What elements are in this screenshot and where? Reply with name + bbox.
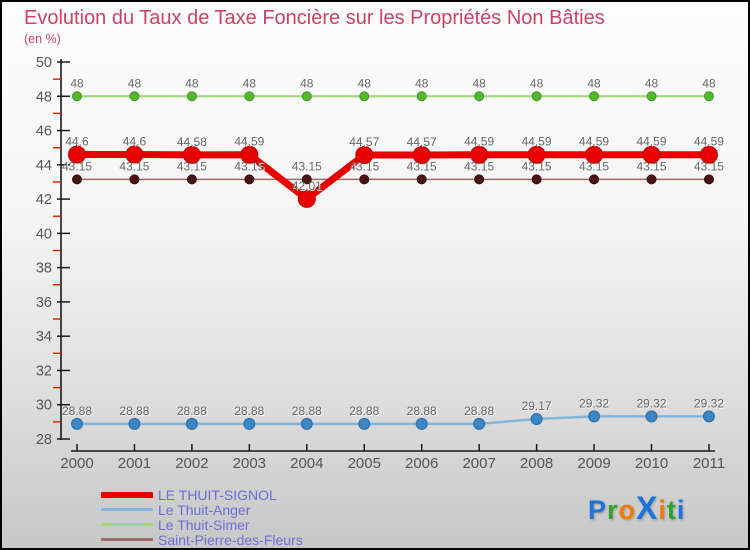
chart-subtitle: (en %): [24, 32, 61, 46]
svg-text:28: 28: [36, 432, 52, 448]
svg-text:44.57: 44.57: [349, 135, 379, 149]
svg-text:43.15: 43.15: [349, 159, 379, 173]
legend-item: Saint-Pierre-des-Fleurs: [101, 532, 303, 547]
legend-label: Le Thuit-Anger: [158, 501, 251, 518]
svg-text:44.6: 44.6: [65, 135, 89, 149]
svg-text:43.15: 43.15: [522, 159, 552, 173]
logo-letter: i: [676, 495, 686, 525]
svg-text:29.32: 29.32: [636, 396, 666, 410]
svg-text:38: 38: [36, 261, 52, 277]
logo-letter: o: [618, 495, 637, 525]
logo-letter: t: [666, 495, 677, 525]
svg-text:48: 48: [128, 76, 142, 90]
svg-text:43.15: 43.15: [292, 159, 322, 173]
svg-text:36: 36: [36, 295, 52, 311]
svg-text:43.15: 43.15: [234, 159, 264, 173]
svg-text:28.88: 28.88: [407, 404, 437, 418]
chart-title: Evolution du Taux de Taxe Foncière sur l…: [24, 7, 605, 29]
svg-text:43.15: 43.15: [636, 159, 666, 173]
legend-swatch-icon: [101, 508, 153, 511]
svg-text:40: 40: [36, 226, 52, 242]
svg-text:43.15: 43.15: [177, 159, 207, 173]
svg-text:44: 44: [36, 158, 52, 174]
svg-text:2007: 2007: [462, 455, 495, 472]
svg-text:2001: 2001: [118, 455, 151, 472]
legend-label: Saint-Pierre-des-Fleurs: [158, 531, 303, 548]
legend-swatch-icon: [101, 491, 153, 498]
legend-item: Le Thuit-Simer: [101, 517, 303, 532]
svg-text:48: 48: [702, 76, 716, 90]
svg-text:48: 48: [70, 76, 84, 90]
svg-text:28.88: 28.88: [62, 404, 92, 418]
proxiti-logo[interactable]: ProXiti: [588, 490, 685, 527]
svg-text:44.59: 44.59: [579, 135, 609, 149]
svg-text:28.88: 28.88: [234, 404, 264, 418]
svg-text:29.17: 29.17: [522, 399, 552, 413]
svg-text:44.6: 44.6: [123, 135, 147, 149]
svg-text:48: 48: [645, 76, 659, 90]
svg-text:48: 48: [185, 76, 199, 90]
svg-text:42.01: 42.01: [292, 179, 322, 193]
svg-text:43.15: 43.15: [694, 159, 724, 173]
svg-text:48: 48: [358, 76, 372, 90]
legend-item: LE THUIT-SIGNOL: [101, 487, 303, 502]
svg-text:44.58: 44.58: [177, 135, 207, 149]
svg-text:44.59: 44.59: [636, 135, 666, 149]
legend-swatch-icon: [101, 523, 153, 526]
svg-text:43.15: 43.15: [119, 159, 149, 173]
svg-text:2011: 2011: [693, 455, 725, 472]
svg-text:43.15: 43.15: [579, 159, 609, 173]
svg-text:2010: 2010: [635, 455, 668, 472]
svg-text:34: 34: [36, 329, 52, 345]
svg-text:28.88: 28.88: [292, 404, 322, 418]
logo-letter: i: [658, 495, 667, 525]
svg-text:48: 48: [472, 76, 486, 90]
svg-text:2004: 2004: [290, 455, 323, 472]
svg-text:48: 48: [530, 76, 544, 90]
svg-text:28.88: 28.88: [119, 404, 149, 418]
svg-text:48: 48: [415, 76, 429, 90]
svg-text:48: 48: [243, 76, 257, 90]
svg-text:44.59: 44.59: [234, 135, 264, 149]
logo-letter: r: [607, 495, 619, 525]
svg-text:44.59: 44.59: [522, 135, 552, 149]
svg-text:2009: 2009: [577, 455, 610, 472]
svg-text:32: 32: [36, 363, 52, 379]
svg-text:48: 48: [300, 76, 314, 90]
legend-label: LE THUIT-SIGNOL: [158, 486, 277, 503]
legend: LE THUIT-SIGNOL Le Thuit-Anger Le Thuit-Si…: [101, 487, 303, 547]
svg-text:50: 50: [36, 55, 52, 71]
legend-swatch-icon: [101, 538, 153, 541]
svg-text:43.15: 43.15: [407, 159, 437, 173]
logo-letter: P: [588, 495, 608, 525]
svg-text:28.88: 28.88: [177, 404, 207, 418]
svg-text:42: 42: [36, 192, 52, 208]
logo-letter: X: [636, 490, 659, 526]
svg-text:43.15: 43.15: [464, 159, 494, 173]
svg-text:29.32: 29.32: [579, 396, 609, 410]
svg-text:28.88: 28.88: [464, 404, 494, 418]
svg-text:46: 46: [36, 124, 52, 140]
legend-item: Le Thuit-Anger: [101, 502, 303, 517]
svg-text:44.59: 44.59: [464, 135, 494, 149]
svg-text:2000: 2000: [60, 455, 93, 472]
legend-label: Le Thuit-Simer: [158, 516, 250, 533]
svg-text:2008: 2008: [520, 455, 553, 472]
svg-text:2002: 2002: [175, 455, 208, 472]
svg-text:48: 48: [36, 89, 52, 105]
svg-text:2003: 2003: [233, 455, 266, 472]
svg-text:48: 48: [587, 76, 601, 90]
svg-text:2006: 2006: [405, 455, 438, 472]
svg-text:29.32: 29.32: [694, 396, 724, 410]
svg-text:30: 30: [36, 398, 52, 414]
svg-text:28.88: 28.88: [349, 404, 379, 418]
svg-text:44.59: 44.59: [694, 135, 724, 149]
svg-text:2005: 2005: [348, 455, 381, 472]
svg-text:44.57: 44.57: [407, 135, 437, 149]
svg-text:43.15: 43.15: [62, 159, 92, 173]
